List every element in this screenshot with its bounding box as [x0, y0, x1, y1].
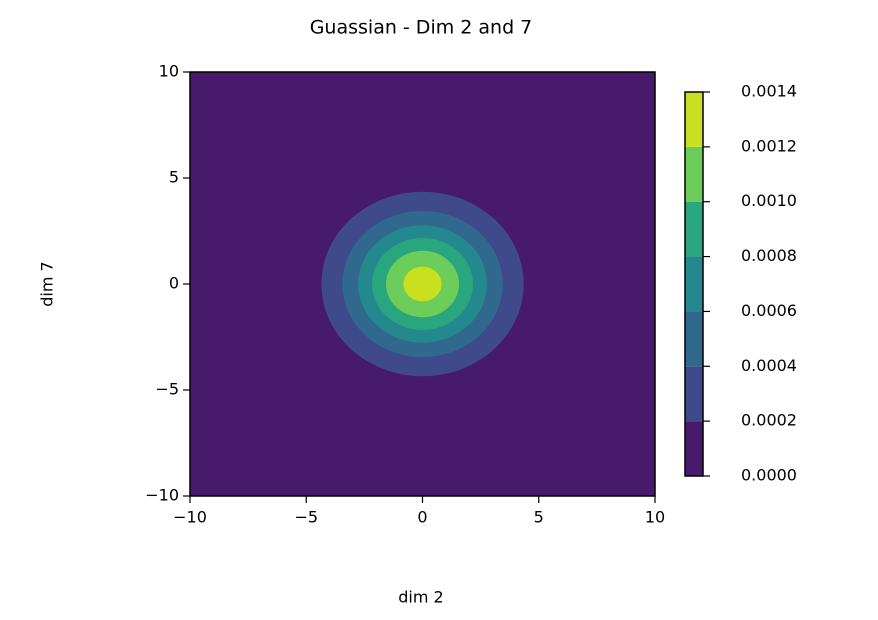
- colorbar-band: [685, 146, 703, 202]
- colorbar-band: [685, 256, 703, 312]
- x-tick-label: 10: [645, 508, 665, 527]
- colorbar-tick-label: 0.0010: [741, 191, 797, 210]
- y-axis-label: dim 7: [38, 261, 57, 306]
- colorbar-band: [685, 421, 703, 476]
- colorbar-band: [685, 311, 703, 367]
- colorbar-tick-label: 0.0008: [741, 246, 797, 265]
- x-tick-label: −10: [173, 508, 207, 527]
- colorbar-band: [685, 201, 703, 257]
- colorbar-tick-label: 0.0004: [741, 356, 797, 375]
- x-axis-label: dim 2: [398, 588, 443, 607]
- colorbar-band: [685, 366, 703, 422]
- y-tick-label: 10: [159, 62, 179, 81]
- chart-title: Guassian - Dim 2 and 7: [310, 17, 533, 39]
- colorbar-tick-label: 0.0014: [741, 82, 797, 101]
- x-tick-label: −5: [294, 508, 318, 527]
- y-tick-label: −10: [145, 486, 179, 505]
- colorbar-frame: [684, 91, 704, 477]
- x-tick-label: 5: [534, 508, 544, 527]
- contour-region: [403, 266, 442, 302]
- x-tick-label: 0: [417, 508, 427, 527]
- colorbar-tick-label: 0.0002: [741, 411, 797, 430]
- y-tick-label: 0: [169, 274, 179, 293]
- y-tick-label: −5: [155, 380, 179, 399]
- colorbar-band: [685, 92, 703, 147]
- colorbar-tick-label: 0.0000: [741, 466, 797, 485]
- colorbar-tick-label: 0.0006: [741, 301, 797, 320]
- y-tick-label: 5: [169, 168, 179, 187]
- colorbar-tick-label: 0.0012: [741, 136, 797, 155]
